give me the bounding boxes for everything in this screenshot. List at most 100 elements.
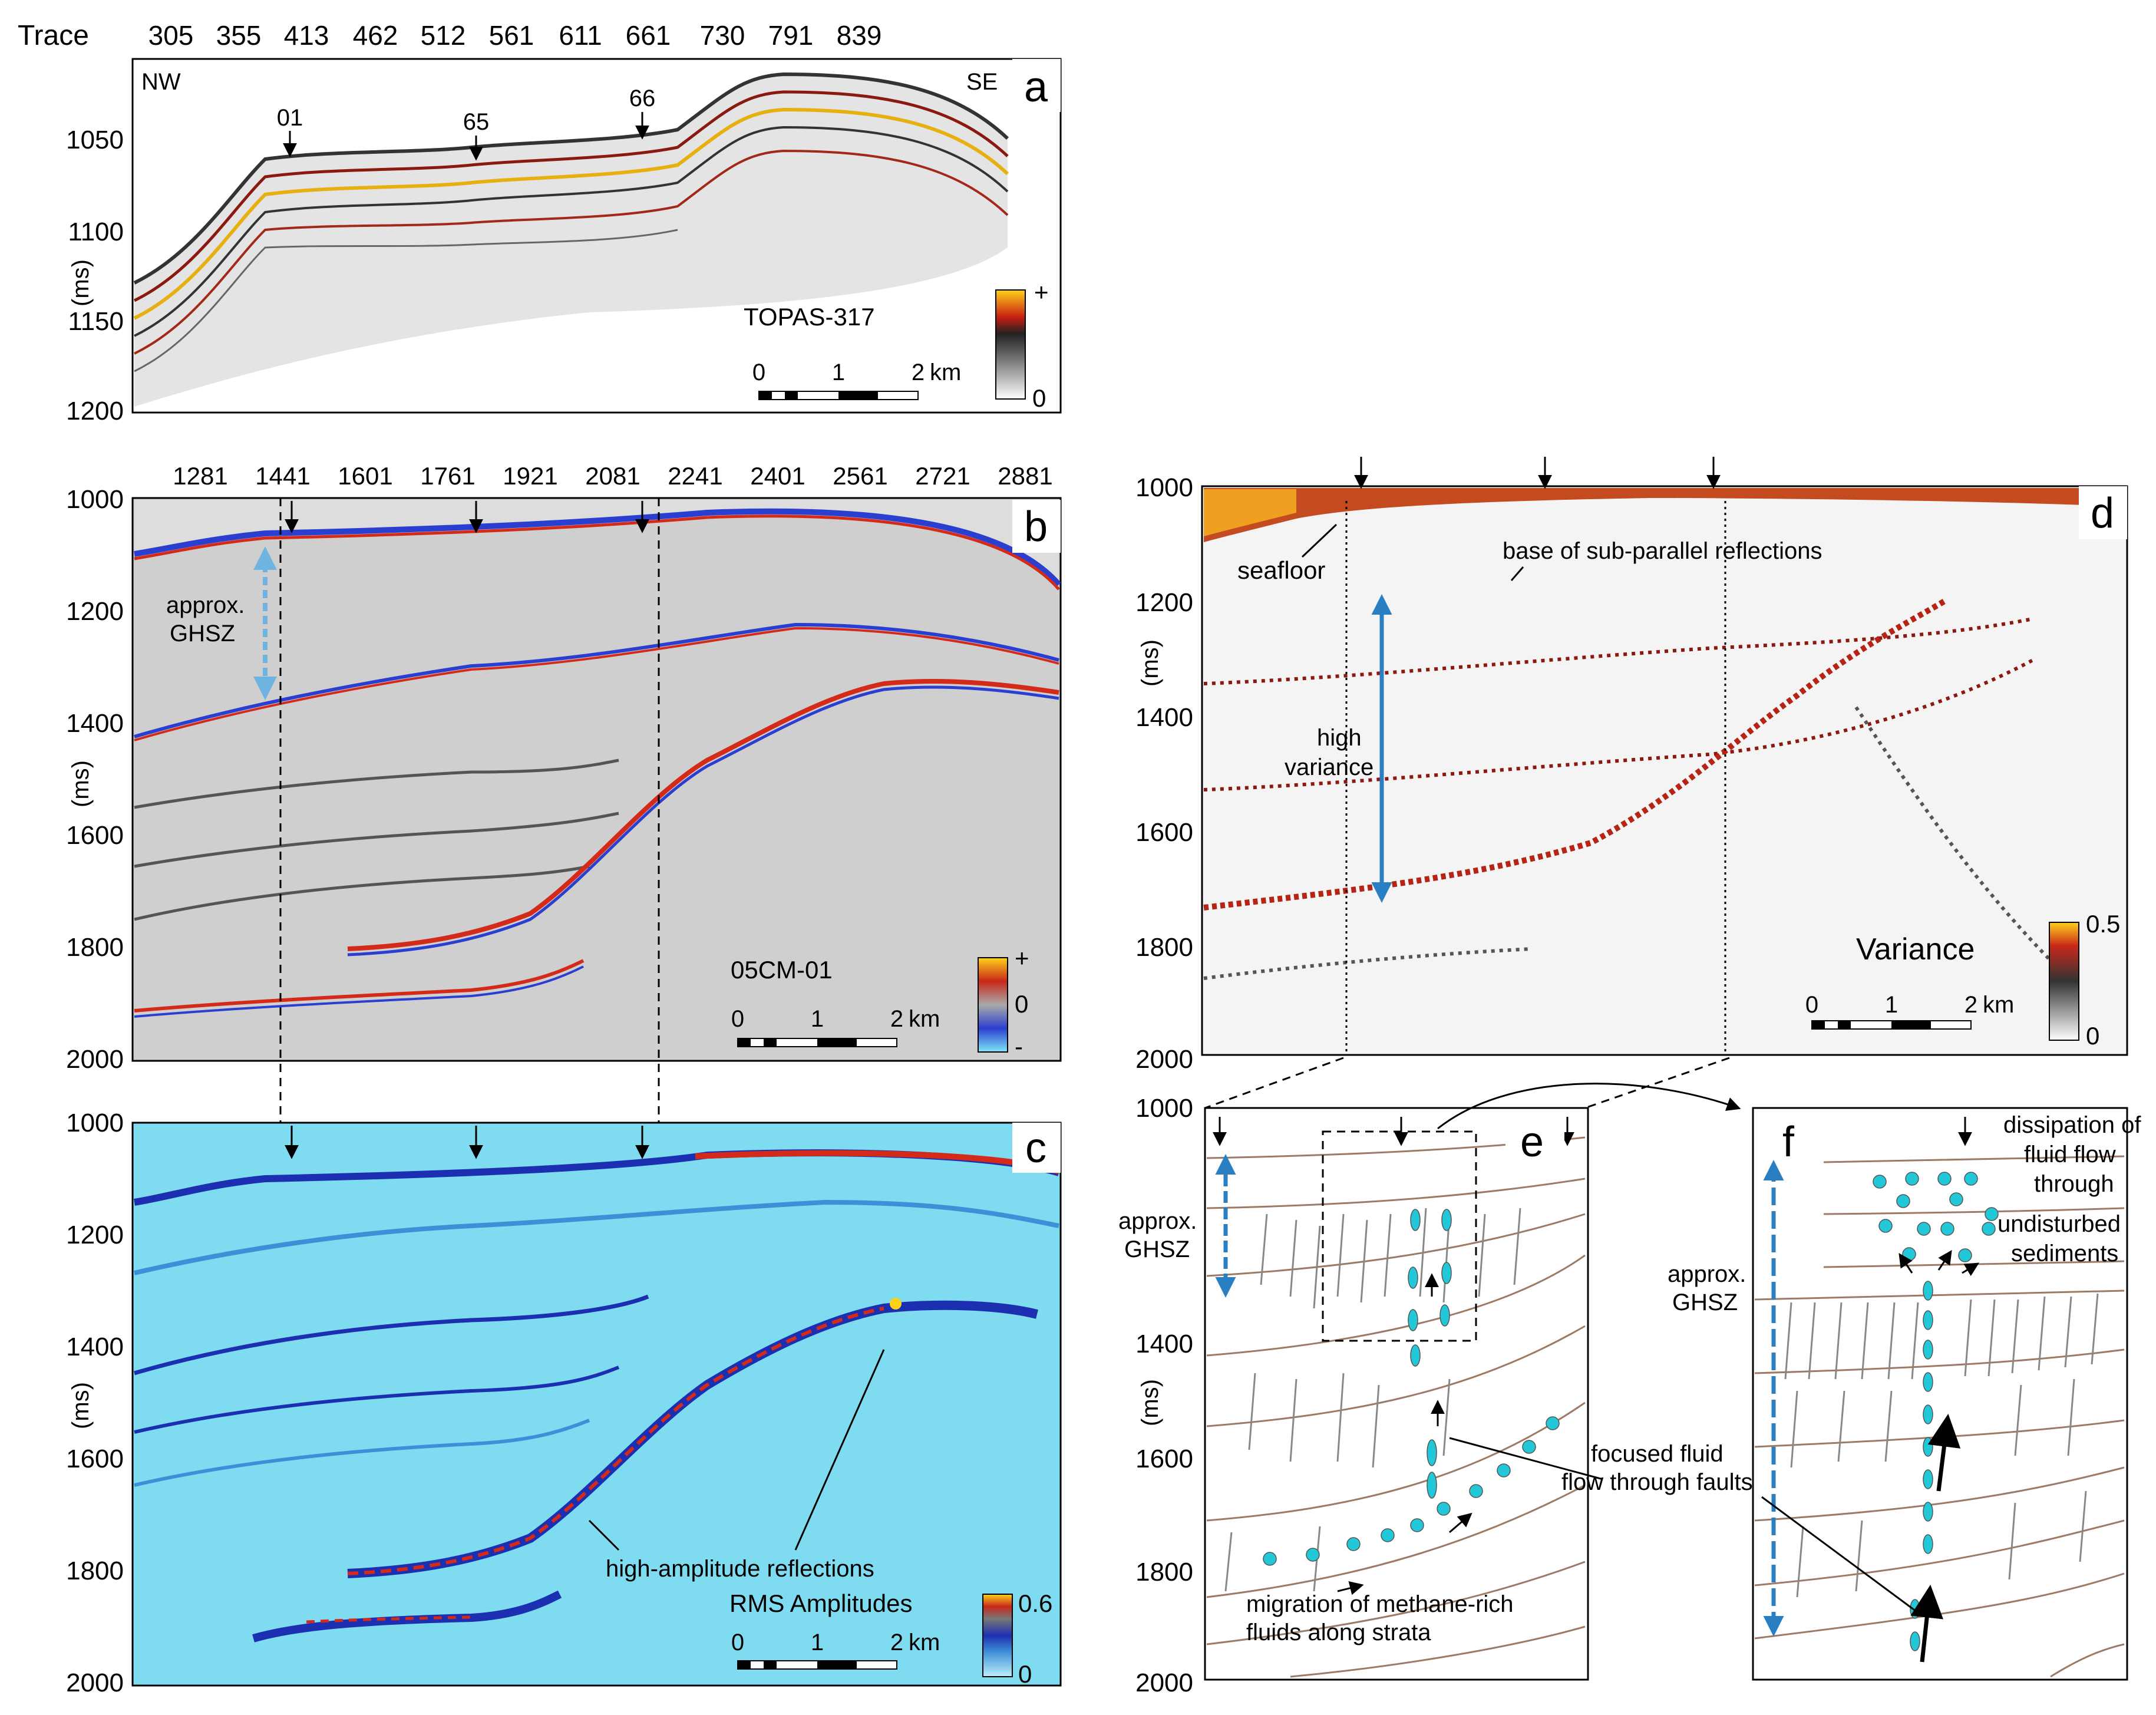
panel-b-colorbar-mid: 0 bbox=[1015, 990, 1028, 1018]
panel-a-profile-name: TOPAS-317 bbox=[744, 303, 875, 331]
panel-b-horizon-5 bbox=[134, 959, 585, 1012]
panel-a-reflector-4 bbox=[134, 149, 1009, 355]
panel-e-fluid-7 bbox=[1410, 1344, 1421, 1367]
panel-e-horizon-7 bbox=[1206, 1484, 1586, 1598]
panel-b-trace-1761: 1761 bbox=[420, 462, 475, 490]
panel-f-horizon-5 bbox=[1754, 1348, 2125, 1374]
panel-d-letter-box bbox=[2079, 486, 2127, 539]
panel-c-scalebar: 0 1 2 km bbox=[731, 1630, 940, 1670]
panel-a-scale-2: 2 bbox=[912, 360, 925, 385]
panel-d-colorbar-top: 0.5 bbox=[2086, 910, 2120, 938]
panel-b-ytick-1200: 1200 bbox=[66, 597, 124, 626]
panel-e-fluid-16 bbox=[1469, 1484, 1483, 1498]
panel-a-trace-413: 413 bbox=[284, 20, 329, 51]
panel-d-seafloor-hot bbox=[1204, 489, 1296, 536]
panel-b-trace-1441: 1441 bbox=[255, 462, 310, 490]
panel-a-scalebar-seg-1 bbox=[759, 391, 772, 400]
panel-f-fluid-16 bbox=[1923, 1340, 1933, 1360]
panel-f-fault-1 bbox=[1784, 1302, 1792, 1380]
panel-f-flow-arrow-big-1 bbox=[1927, 1413, 1961, 1492]
panel-b-seafloor bbox=[134, 508, 1061, 587]
panel-c-letter-box bbox=[1012, 1123, 1061, 1173]
panel-c-scale-2: 2 bbox=[890, 1630, 903, 1655]
panel-e: e approx. GHSZ bbox=[1118, 1083, 1753, 1697]
panel-f-fluid-12 bbox=[1902, 1247, 1916, 1261]
panel-e-fluid-3 bbox=[1408, 1267, 1418, 1289]
panel-d-seafloor-label: seafloor bbox=[1237, 556, 1325, 584]
panel-a-ytick-1150: 1150 bbox=[68, 307, 124, 336]
panel-f-fault-21 bbox=[2079, 1490, 2087, 1562]
panel-b-horizon-2 bbox=[134, 758, 619, 809]
panel-f: f approx. GHSZ bbox=[1668, 1107, 2141, 1681]
panel-f-flow-arrow-s1 bbox=[1899, 1253, 1913, 1274]
panel-c-horizon-4 bbox=[134, 1419, 590, 1487]
panel-f-fluid-6 bbox=[1949, 1192, 1963, 1206]
panel-f-fault-5 bbox=[1887, 1302, 1896, 1380]
panel-d-base-pointer bbox=[1510, 566, 1524, 581]
panel-c-ytick-1800: 1800 bbox=[66, 1556, 124, 1585]
panel-b-colorbar-bottom: - bbox=[1015, 1033, 1023, 1060]
panel-a-seafloor-line bbox=[133, 72, 1009, 285]
panel-f-fluid-11 bbox=[1982, 1222, 1996, 1236]
panel-c-scale-km: km bbox=[909, 1630, 940, 1655]
panel-c-colorbar-top: 0.6 bbox=[1018, 1589, 1052, 1617]
panel-a-letter: a bbox=[1024, 64, 1048, 111]
panel-a-trace-355: 355 bbox=[216, 20, 262, 51]
panel-f-focused-pointer bbox=[1761, 1496, 1921, 1616]
panel-e-fault-13 bbox=[1336, 1373, 1345, 1462]
panel-b-scale-0: 0 bbox=[731, 1006, 744, 1032]
panel-d-hv-label-2: variance bbox=[1285, 754, 1373, 780]
panel-f-fluid-8 bbox=[1878, 1219, 1893, 1233]
panel-d-yaxis-label: (ms) bbox=[1137, 639, 1163, 687]
panel-e-horizon-6 bbox=[1206, 1401, 1586, 1522]
panel-e-fault-12 bbox=[1289, 1378, 1297, 1462]
panel-e-flow-arrow-4 bbox=[1449, 1512, 1472, 1533]
panel-a-reflector-3 bbox=[134, 126, 1009, 337]
panel-e-fluid-19 bbox=[1546, 1416, 1560, 1430]
panel-c-colorbar-bottom: 0 bbox=[1018, 1660, 1032, 1688]
panel-a-scale-1: 1 bbox=[832, 360, 845, 385]
panel-f-fault-4 bbox=[1861, 1302, 1869, 1380]
panel-c-yaxis-label: (ms) bbox=[68, 1382, 94, 1429]
panel-a-trace-791: 791 bbox=[768, 20, 814, 51]
panel-c-letter: c bbox=[1025, 1124, 1046, 1172]
panel-a-colorbar-top: + bbox=[1034, 278, 1049, 306]
panel-f-horizon-7 bbox=[1754, 1466, 2125, 1522]
panel-c-profile-name: RMS Amplitudes bbox=[729, 1589, 912, 1617]
panel-b-ytick-1600: 1600 bbox=[66, 821, 124, 850]
panel-a-colorbar bbox=[995, 289, 1026, 400]
panel-f-fault-2 bbox=[1808, 1302, 1816, 1380]
panel-e-letter: e bbox=[1520, 1119, 1544, 1166]
panel-f-fluid-7 bbox=[1985, 1207, 1999, 1221]
panel-e-fluid-14 bbox=[1410, 1518, 1424, 1532]
panel-a-colorbar-bottom: 0 bbox=[1032, 384, 1046, 412]
panel-f-fault-13 bbox=[1790, 1390, 1798, 1468]
panel-e-fluid-17 bbox=[1497, 1463, 1511, 1477]
panel-a-nw-label: NW bbox=[141, 69, 181, 95]
panel-b-scale-2: 2 bbox=[890, 1006, 903, 1032]
panel-b-yaxis-label: (ms) bbox=[68, 760, 94, 807]
panel-f-fault-8 bbox=[1987, 1299, 1996, 1377]
panel-b-water-fill bbox=[134, 500, 1059, 585]
panel-c-bsr-hot bbox=[347, 1307, 884, 1575]
panel-d-scale-km: km bbox=[1983, 992, 2014, 1018]
panel-f-fluid-15 bbox=[1923, 1310, 1933, 1330]
panel-e-fault-9 bbox=[1478, 1213, 1486, 1297]
panel-e-frame bbox=[1204, 1107, 1589, 1681]
panel-a-trace-305: 305 bbox=[148, 20, 194, 51]
panel-e-fluid-12 bbox=[1346, 1537, 1361, 1551]
connector-d-e-left bbox=[1204, 1057, 1344, 1109]
panel-e-fluid-18 bbox=[1522, 1440, 1536, 1454]
panel-d-colorbar bbox=[2049, 922, 2079, 1041]
panel-e-fluid-6 bbox=[1439, 1304, 1450, 1327]
panel-e-zoom-box bbox=[1322, 1130, 1477, 1342]
panel-a-scalebar: 0 1 2 km bbox=[752, 360, 961, 400]
panel-d-hv-label-1: high bbox=[1317, 725, 1362, 751]
panel-d-scale-0: 0 bbox=[1805, 992, 1818, 1018]
panel-b-letter-box bbox=[1012, 500, 1061, 553]
panel-a-yaxis-label: (ms) bbox=[68, 259, 94, 306]
panel-a-letter-box bbox=[1012, 59, 1061, 112]
panel-c-ytick-1400: 1400 bbox=[66, 1333, 124, 1361]
panel-d-ytick-1000: 1000 bbox=[1135, 473, 1193, 502]
